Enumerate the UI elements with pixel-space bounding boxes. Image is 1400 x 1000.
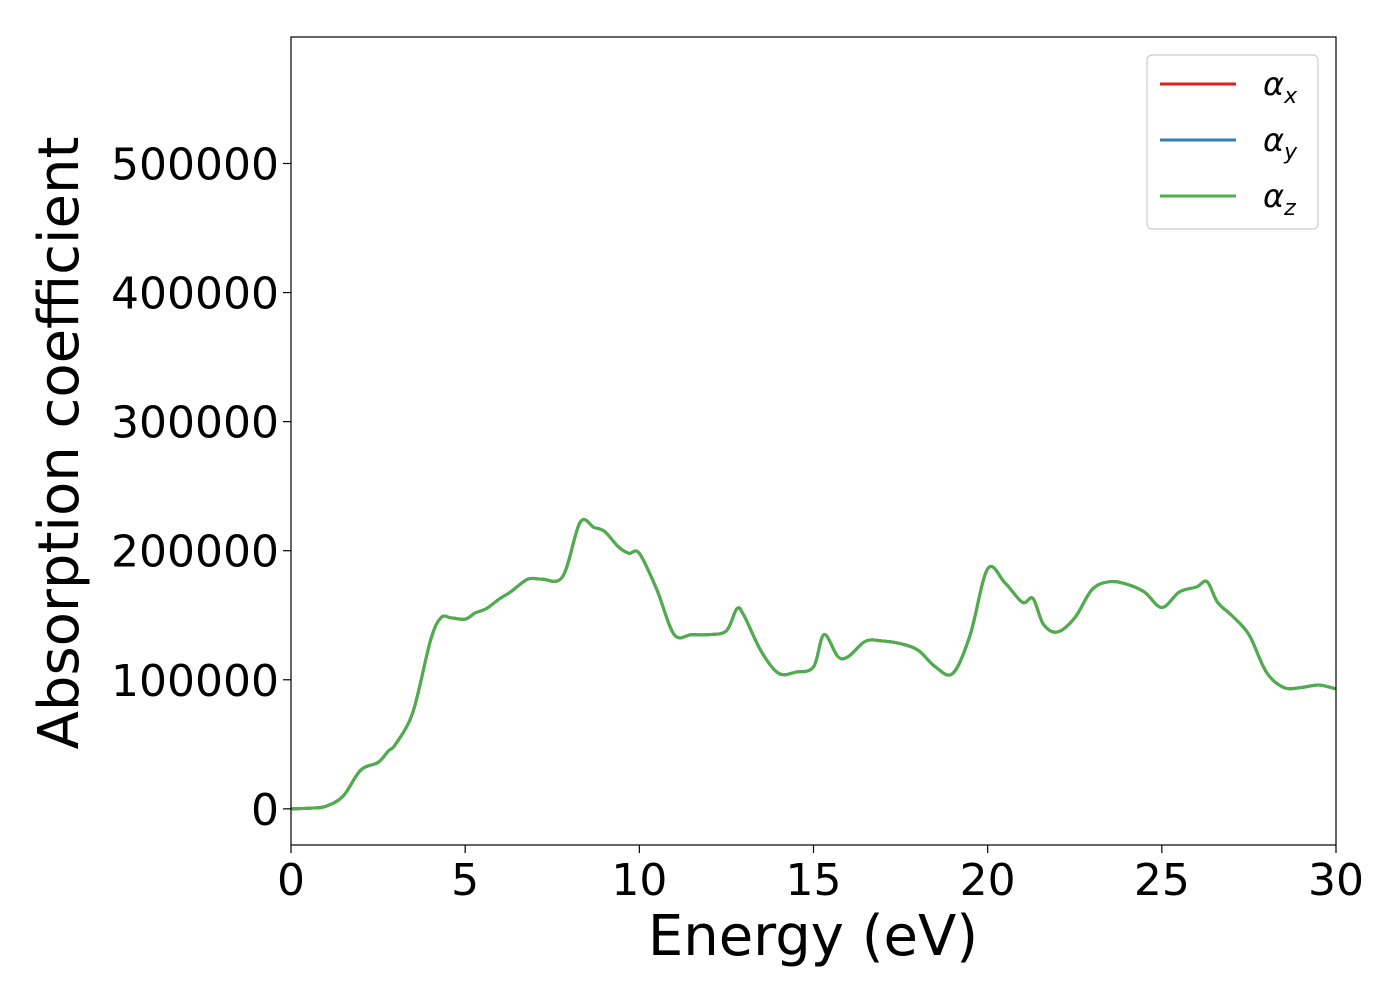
series-layer bbox=[290, 518, 1337, 811]
x-axis: 0 5 10 15 20 25 30 bbox=[277, 845, 1364, 906]
y-axis-title: Absorption coefficient bbox=[27, 137, 92, 750]
x-tick-label: 30 bbox=[1308, 855, 1364, 906]
series-line-alpha-z bbox=[290, 518, 1337, 811]
legend-label: αy bbox=[1263, 121, 1298, 165]
legend: αx αy αz bbox=[1146, 54, 1319, 230]
x-tick-label: 25 bbox=[1134, 855, 1190, 906]
x-axis-title: Energy (eV) bbox=[648, 904, 978, 969]
y-tick-label: 500000 bbox=[111, 139, 279, 190]
y-tick-label: 0 bbox=[251, 785, 279, 836]
y-tick-label: 200000 bbox=[111, 527, 279, 578]
y-tick-label: 300000 bbox=[111, 398, 279, 449]
legend-box bbox=[1146, 54, 1319, 230]
x-tick-label: 20 bbox=[960, 855, 1016, 906]
x-tick-label: 15 bbox=[786, 855, 842, 906]
y-tick-label: 100000 bbox=[111, 656, 279, 707]
x-tick-label: 5 bbox=[451, 855, 479, 906]
x-tick-label: 0 bbox=[277, 855, 305, 906]
y-tick-label: 400000 bbox=[111, 269, 279, 320]
y-axis: 0 100000 200000 300000 400000 500000 bbox=[111, 139, 291, 836]
legend-label: αx bbox=[1263, 65, 1298, 109]
legend-label: αz bbox=[1263, 177, 1296, 221]
x-tick-label: 10 bbox=[611, 855, 667, 906]
